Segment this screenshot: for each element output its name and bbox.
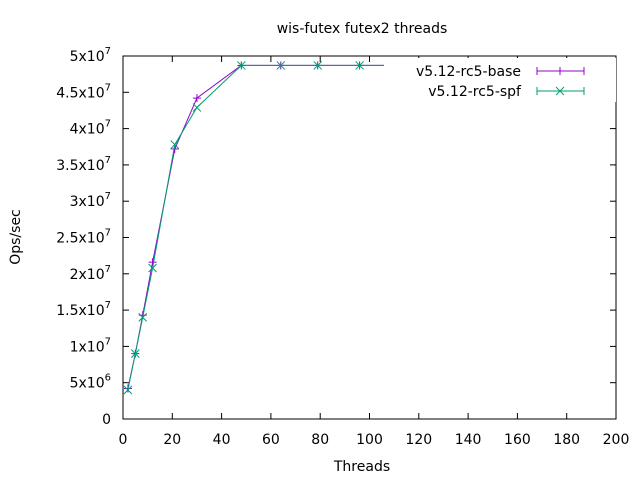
x-tick-label: 140 bbox=[455, 432, 482, 448]
chart-title: wis-futex futex2 threads bbox=[277, 21, 448, 37]
x-tick-label: 0 bbox=[119, 432, 128, 448]
series-v5.12-rc5-base bbox=[123, 61, 601, 393]
series-layer bbox=[123, 61, 601, 395]
data-point bbox=[236, 61, 246, 70]
x-tick-label: 180 bbox=[553, 432, 580, 448]
y-axis: 0 5x106 1x107 1.5x107 2x107 2.5x107 3x107 3.5x1… bbox=[56, 46, 616, 428]
x-tick-label: 160 bbox=[504, 432, 531, 448]
data-point bbox=[123, 385, 133, 395]
data-point bbox=[138, 313, 148, 322]
x-tick-label: 100 bbox=[356, 432, 383, 448]
plot-frame bbox=[122, 55, 617, 420]
y-tick-label: 4.5x107 bbox=[56, 82, 111, 101]
y-tick-label: 3x107 bbox=[70, 191, 111, 210]
x-tick-label: 20 bbox=[163, 432, 181, 448]
y-tick-label: 0 bbox=[102, 412, 111, 428]
y-axis-title: Ops/sec bbox=[8, 209, 24, 265]
y-tick-label: 1.5x107 bbox=[56, 300, 111, 319]
data-point bbox=[313, 61, 323, 70]
x-tick-label: 40 bbox=[213, 432, 231, 448]
y-tick-label: 5x107 bbox=[70, 46, 111, 65]
data-point bbox=[355, 61, 364, 70]
x-tick-label: 60 bbox=[262, 432, 280, 448]
legend-label-spf: v5.12-rc5-spf bbox=[428, 84, 522, 100]
data-point bbox=[170, 140, 180, 149]
series-v5.12-rc5-spf bbox=[123, 61, 601, 395]
x-tick-label: 200 bbox=[603, 432, 630, 448]
legend-label-base: v5.12-rc5-base bbox=[416, 64, 521, 80]
data-point bbox=[192, 94, 201, 103]
y-tick-label: 4x107 bbox=[70, 119, 111, 138]
x-axis-title: Threads bbox=[333, 459, 390, 475]
x-tick-label: 80 bbox=[311, 432, 329, 448]
y-tick-label: 5x106 bbox=[70, 373, 111, 392]
series-line bbox=[127, 64, 597, 391]
data-point bbox=[130, 349, 140, 359]
data-point bbox=[148, 263, 157, 273]
data-point bbox=[148, 258, 157, 267]
y-tick-label: 3.5x107 bbox=[56, 155, 111, 174]
legend: v5.12-rc5-base v5.12-rc5-spf bbox=[384, 58, 616, 102]
legend-sample-marker bbox=[555, 86, 565, 96]
series-line bbox=[127, 64, 597, 389]
y-tick-label: 2x107 bbox=[70, 264, 111, 283]
data-point bbox=[192, 103, 202, 112]
data-point bbox=[276, 61, 286, 70]
legend-sample-marker bbox=[556, 67, 564, 75]
legend-samples bbox=[536, 67, 585, 96]
legend-background bbox=[384, 58, 616, 102]
y-tick-label: 1x107 bbox=[70, 336, 111, 355]
y-tick-label: 2.5x107 bbox=[56, 228, 111, 247]
x-axis: 0 20 40 60 80 100 120 140 160 180 200 bbox=[119, 56, 630, 448]
x-tick-label: 120 bbox=[405, 432, 432, 448]
